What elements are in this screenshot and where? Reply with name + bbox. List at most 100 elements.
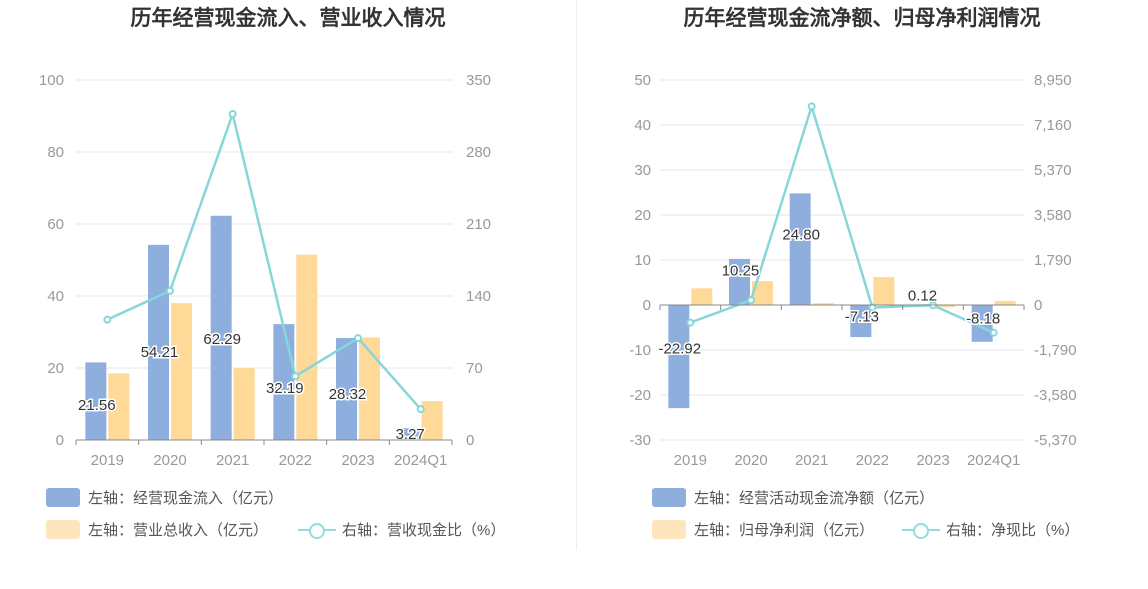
ratio-line — [689, 102, 995, 334]
bar-data-label: 54.21 — [141, 344, 179, 361]
ratio-point — [807, 102, 816, 111]
y-left-tick-label: 0 — [643, 297, 651, 314]
secondary-bar — [873, 277, 895, 305]
secondary-bar — [691, 288, 713, 305]
primary-bar — [850, 305, 872, 338]
ratio-line — [106, 109, 422, 410]
x-tick-label: 2023 — [916, 452, 949, 469]
legend-label-ratio: 右轴：营收现金比（%） — [342, 522, 506, 539]
x-tick-label: 2024Q1 — [394, 452, 447, 469]
primary-bar — [789, 193, 811, 305]
y-right-tick-label: 280 — [466, 144, 491, 161]
ratio-point — [228, 109, 237, 118]
bar-data-label: -7.13 — [845, 308, 879, 325]
ratio-point — [686, 318, 695, 327]
legend-item-revenue[interactable]: 左轴：营业总收入（亿元） — [46, 519, 268, 540]
primary-bar — [85, 362, 107, 440]
legend-label-net-profit: 左轴：归母净利润（亿元） — [694, 522, 875, 539]
primary-bar — [148, 244, 169, 440]
legend-label-revenue: 左轴：营业总收入（亿元） — [88, 522, 269, 539]
y-left-tick-label: 10 — [634, 252, 651, 269]
y-left-tick-label: -20 — [629, 387, 651, 404]
y-right-tick-label: 70 — [466, 360, 483, 377]
secondary-bar — [934, 305, 955, 308]
x-tick-label: 2020 — [153, 452, 186, 469]
x-tick-label: 2019 — [91, 452, 124, 469]
legend-label-cash-ratio: 右轴：净现比（%） — [946, 522, 1080, 539]
ratio-point — [416, 405, 425, 414]
legend-item-net-cash[interactable]: 左轴：经营活动现金流净额（亿元） — [652, 487, 934, 508]
legend-item-cash-ratio[interactable]: 右轴：净现比（%） — [902, 519, 1079, 540]
bar-data-label: 32.19 — [266, 380, 304, 397]
right-chart-title: 历年经营现金流净额、归母净利润情况 — [683, 7, 1041, 30]
primary-bar — [668, 305, 690, 409]
secondary-bar — [421, 401, 443, 440]
x-tick-label: 2022 — [279, 452, 312, 469]
bar-data-label: 0.12 — [908, 288, 937, 305]
secondary-bar — [812, 303, 834, 305]
secondary-bar — [108, 373, 130, 440]
ratio-point — [166, 286, 174, 295]
y-left-tick-label: 50 — [634, 72, 651, 89]
primary-bar — [210, 215, 232, 440]
y-right-tick-label: -1,790 — [1034, 342, 1077, 359]
y-right-tick-label: 140 — [466, 288, 491, 305]
primary-bar — [336, 338, 357, 440]
panel-divider — [576, 0, 577, 550]
primary-bar — [971, 305, 993, 342]
y-left-tick-label: 100 — [39, 72, 64, 89]
y-left-tick-label: 20 — [47, 360, 64, 377]
y-left-tick-label: -30 — [629, 432, 651, 449]
y-left-tick-label: 40 — [47, 288, 64, 305]
ratio-point — [291, 372, 300, 381]
y-left-tick-label: 80 — [47, 144, 64, 161]
x-tick-label: 2019 — [674, 452, 707, 469]
y-left-tick-label: 30 — [634, 162, 651, 179]
primary-bar — [398, 428, 420, 440]
y-left-tick-label: 40 — [634, 117, 651, 134]
legend-swatch-net-profit — [652, 520, 686, 539]
y-right-tick-label: 350 — [466, 72, 491, 89]
right-chart-svg: -22.92 10.25 24.80 -7.13 0.12 -8.18 -30 -5,370 -… — [629, 72, 1077, 469]
legend-label-inflow: 左轴：经营现金流入（亿元） — [88, 490, 284, 507]
bar-data-label: 24.80 — [782, 227, 820, 244]
left-chart-panel: 历年经营现金流入、营业收入情况 21.56 54.21 62.29 32.19 28.3… — [39, 7, 505, 540]
y-left-tick-label: 0 — [56, 432, 64, 449]
ratio-point — [354, 334, 362, 343]
legend-swatch-net-cash — [652, 488, 686, 507]
x-tick-label: 2021 — [795, 452, 828, 469]
bar-data-label: 28.32 — [329, 386, 367, 403]
x-tick-label: 2022 — [856, 452, 889, 469]
x-tick-label: 2020 — [734, 452, 767, 469]
bar-data-label: 10.25 — [722, 263, 760, 280]
y-left-tick-label: -10 — [629, 342, 651, 359]
y-right-tick-label: 7,160 — [1034, 117, 1072, 134]
ratio-point — [103, 315, 112, 324]
y-right-tick-label: 5,370 — [1034, 162, 1072, 179]
legend-swatch-revenue — [46, 520, 80, 539]
secondary-bar — [171, 303, 192, 440]
legend-swatch-inflow — [46, 488, 80, 507]
bar-data-label: -8.18 — [966, 311, 1000, 328]
right-chart-panel: 历年经营现金流净额、归母净利润情况 -22.92 10.25 24.80 -7.13 0… — [576, 0, 1148, 589]
y-right-tick-label: 210 — [466, 216, 491, 233]
legend-line-icon — [298, 520, 336, 540]
bar-data-label: 21.56 — [78, 397, 116, 414]
bar-data-label: 62.29 — [203, 331, 241, 348]
secondary-bar — [752, 281, 773, 305]
secondary-bar — [994, 300, 1016, 305]
legend-item-inflow[interactable]: 左轴：经营现金流入（亿元） — [46, 487, 283, 508]
legend-item-net-profit[interactable]: 左轴：归母净利润（亿元） — [652, 519, 874, 540]
x-tick-label: 2024Q1 — [967, 452, 1020, 469]
y-right-tick-label: 1,790 — [1034, 252, 1072, 269]
legend-item-ratio[interactable]: 右轴：营收现金比（%） — [298, 519, 505, 540]
y-right-tick-label: -3,580 — [1034, 387, 1077, 404]
ratio-point — [747, 296, 755, 305]
secondary-bar — [359, 337, 380, 440]
y-right-tick-label: 0 — [1034, 297, 1042, 314]
x-tick-label: 2023 — [341, 452, 374, 469]
left-chart-title: 历年经营现金流入、营业收入情况 — [130, 7, 446, 30]
secondary-bar — [233, 368, 255, 440]
y-right-tick-label: 0 — [466, 432, 474, 449]
